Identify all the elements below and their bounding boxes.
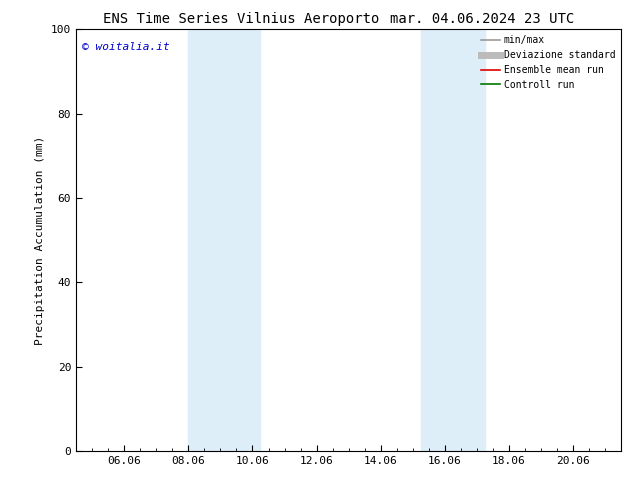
Bar <box>188 29 261 451</box>
Legend: min/max, Deviazione standard, Ensemble mean run, Controll run: min/max, Deviazione standard, Ensemble m… <box>477 31 619 94</box>
Text: © woitalia.it: © woitalia.it <box>82 42 169 52</box>
Text: ENS Time Series Vilnius Aeroporto: ENS Time Series Vilnius Aeroporto <box>103 12 379 26</box>
Bar <box>421 29 485 451</box>
Text: mar. 04.06.2024 23 UTC: mar. 04.06.2024 23 UTC <box>390 12 574 26</box>
Y-axis label: Precipitation Accumulation (mm): Precipitation Accumulation (mm) <box>36 135 46 345</box>
